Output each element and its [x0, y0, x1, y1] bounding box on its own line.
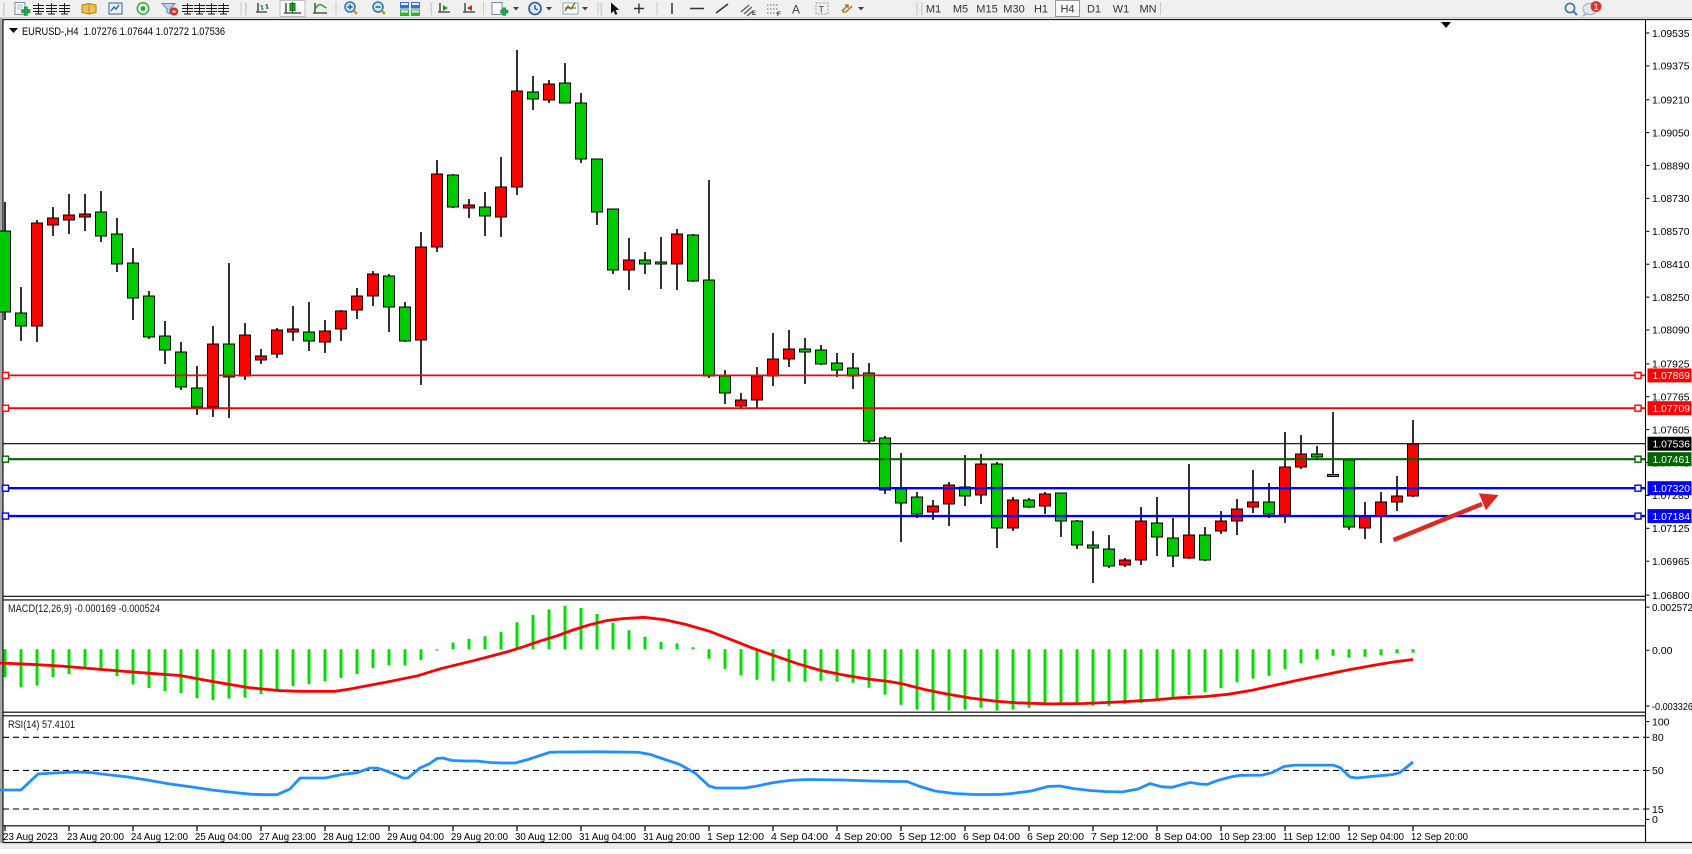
svg-text:M30: M30 — [1003, 4, 1024, 16]
svg-text:1.08250: 1.08250 — [1652, 292, 1690, 304]
svg-text:M5: M5 — [953, 4, 968, 16]
svg-text:50: 50 — [1652, 765, 1664, 777]
svg-text:1.06800: 1.06800 — [1652, 590, 1690, 602]
svg-text:1.07709: 1.07709 — [1653, 403, 1691, 415]
svg-text:M15: M15 — [976, 4, 997, 16]
svg-text:MACD(12,26,9) -0.000169 -0.000: MACD(12,26,9) -0.000169 -0.000524 — [8, 603, 160, 615]
svg-text:1.09535: 1.09535 — [1652, 28, 1690, 40]
svg-text:27 Aug 23:00: 27 Aug 23:00 — [259, 831, 316, 843]
svg-text:0.00: 0.00 — [1652, 645, 1673, 657]
svg-text:1.09050: 1.09050 — [1652, 127, 1690, 139]
svg-text:7 Sep 12:00: 7 Sep 12:00 — [1091, 831, 1148, 843]
svg-text:1.07461: 1.07461 — [1653, 454, 1691, 466]
svg-text:12 Sep 20:00: 12 Sep 20:00 — [1411, 831, 1468, 843]
svg-text:T: T — [819, 5, 825, 15]
svg-text:1.07184: 1.07184 — [1653, 511, 1691, 523]
svg-text:31 Aug 20:00: 31 Aug 20:00 — [643, 831, 700, 843]
svg-text:1.07125: 1.07125 — [1652, 523, 1690, 535]
svg-text:H4: H4 — [1060, 4, 1074, 16]
svg-text:80: 80 — [1652, 732, 1664, 744]
svg-text:W1: W1 — [1113, 4, 1130, 16]
svg-text:1.07320: 1.07320 — [1653, 483, 1691, 495]
svg-text:1.08730: 1.08730 — [1652, 193, 1690, 205]
svg-text:10 Sep 23:00: 10 Sep 23:00 — [1219, 831, 1276, 843]
svg-text:29 Aug 20:00: 29 Aug 20:00 — [451, 831, 508, 843]
svg-text:29 Aug 04:00: 29 Aug 04:00 — [387, 831, 444, 843]
svg-text:15: 15 — [1652, 804, 1664, 816]
svg-text:6 Sep 20:00: 6 Sep 20:00 — [1027, 831, 1084, 843]
svg-text:1 Sep 12:00: 1 Sep 12:00 — [707, 831, 764, 843]
svg-text:1.08090: 1.08090 — [1652, 325, 1690, 337]
svg-text:1.08570: 1.08570 — [1652, 226, 1690, 238]
svg-text:1.07536: 1.07536 — [1653, 439, 1691, 451]
svg-text:M1: M1 — [926, 4, 941, 16]
svg-text:8 Sep 04:00: 8 Sep 04:00 — [1155, 831, 1212, 843]
svg-text:A: A — [792, 3, 800, 17]
svg-text:H1: H1 — [1034, 4, 1048, 16]
svg-text:-0.003326: -0.003326 — [1652, 701, 1692, 713]
svg-text:1.06965: 1.06965 — [1652, 556, 1690, 568]
svg-text:4 Sep 20:00: 4 Sep 20:00 — [835, 831, 892, 843]
svg-text:100: 100 — [1652, 716, 1670, 728]
svg-text:D1: D1 — [1087, 4, 1101, 16]
svg-text:1.08410: 1.08410 — [1652, 259, 1690, 271]
svg-text:RSI(14) 57.4101: RSI(14) 57.4101 — [8, 719, 75, 731]
svg-text:E: E — [752, 11, 756, 17]
svg-text:1.07605: 1.07605 — [1652, 424, 1690, 436]
svg-text:12 Sep 04:00: 12 Sep 04:00 — [1347, 831, 1404, 843]
svg-text:1: 1 — [1593, 2, 1598, 13]
svg-text:31 Aug 04:00: 31 Aug 04:00 — [579, 831, 636, 843]
svg-text:23 Aug 20:00: 23 Aug 20:00 — [67, 831, 124, 843]
svg-text:23 Aug 2023: 23 Aug 2023 — [3, 831, 58, 843]
svg-text:1.07765: 1.07765 — [1652, 392, 1690, 404]
svg-text:1.09210: 1.09210 — [1652, 95, 1690, 107]
svg-text:24 Aug 12:00: 24 Aug 12:00 — [131, 831, 188, 843]
svg-text:11 Sep 12:00: 11 Sep 12:00 — [1283, 831, 1340, 843]
svg-text:30 Aug 12:00: 30 Aug 12:00 — [515, 831, 572, 843]
svg-text:1.08890: 1.08890 — [1652, 160, 1690, 172]
svg-text:25 Aug 04:00: 25 Aug 04:00 — [195, 831, 252, 843]
svg-text:5 Sep 12:00: 5 Sep 12:00 — [899, 831, 956, 843]
svg-text:1.07925: 1.07925 — [1652, 359, 1690, 371]
svg-text:EURUSD-,H4 1.07276 1.07644 1.: EURUSD-,H4 1.07276 1.07644 1.07272 1.075… — [22, 26, 225, 38]
svg-text:4 Sep 04:00: 4 Sep 04:00 — [771, 831, 828, 843]
svg-text:0: 0 — [1652, 814, 1658, 826]
svg-text:0.002572: 0.002572 — [1652, 602, 1692, 614]
svg-text:28 Aug 12:00: 28 Aug 12:00 — [323, 831, 380, 843]
svg-text:F: F — [777, 12, 781, 18]
svg-text:6 Sep 04:00: 6 Sep 04:00 — [963, 831, 1020, 843]
svg-text:1.09375: 1.09375 — [1652, 61, 1690, 73]
svg-text:1.07869: 1.07869 — [1653, 370, 1691, 382]
svg-text:MN: MN — [1139, 4, 1156, 16]
